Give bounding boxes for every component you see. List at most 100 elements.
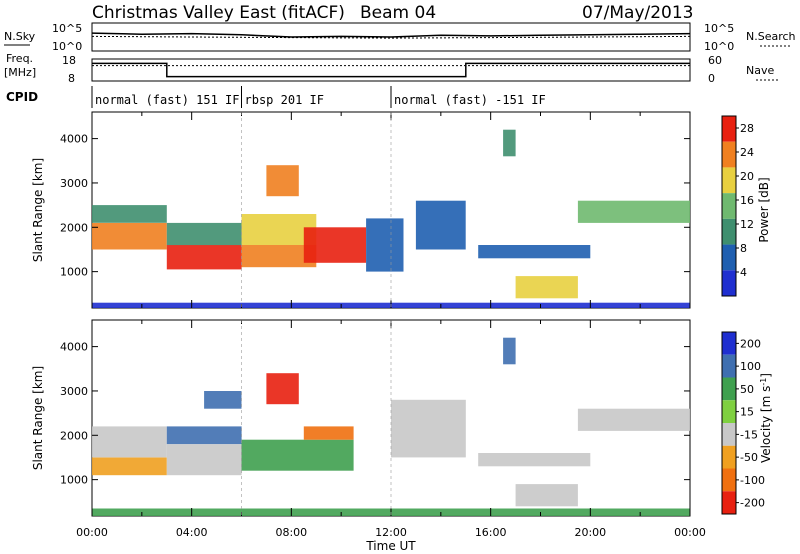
x-tick-label-3: 12:00 xyxy=(375,526,407,539)
freq-panel xyxy=(91,58,691,82)
velocity-cbar-frame xyxy=(721,331,737,515)
velocity-region-1 xyxy=(92,457,167,476)
velocity-ytick-label-0: 1000 xyxy=(60,474,88,487)
velocity-label-close: ] xyxy=(759,373,773,378)
velocity-axes: 1000 2000 3000 4000 xyxy=(60,320,691,516)
velocity-region-7 xyxy=(204,391,242,409)
noise-lines xyxy=(91,32,691,39)
velocity-region-3 xyxy=(166,426,242,445)
power-region-8 xyxy=(366,218,404,272)
velocity-cbar-band-7 xyxy=(722,491,736,514)
cpid-modes: normal (fast) 151 IF rbsp 201 IF normal (f… xyxy=(91,86,546,108)
power-cbar-band-1 xyxy=(722,141,736,168)
velocity-region-10 xyxy=(515,484,578,507)
power-cbar-band-3 xyxy=(722,193,736,219)
power-axes: 1000 2000 3000 4000 xyxy=(60,112,691,308)
velocity-colorbar: 200 100 50 15 -15 -50 -100 -200 xyxy=(721,331,765,515)
velocity-cbar-tick-label-4: -15 xyxy=(740,428,758,441)
date-label: 07/May/2013 xyxy=(582,3,694,23)
velocity-label-exp: -1 xyxy=(759,378,768,386)
noise-panel xyxy=(91,22,691,52)
velocity-cbar-band-6 xyxy=(722,468,736,492)
power-region-11 xyxy=(515,276,578,299)
x-tick-label-2: 08:00 xyxy=(275,526,307,539)
power-region-6 xyxy=(266,165,299,197)
power-cbar-tick-label-5: 24 xyxy=(740,146,754,159)
power-cbar-band-4 xyxy=(722,218,736,245)
velocity-cbar-tick-label-5: -50 xyxy=(740,451,758,464)
power-cbar-tick-label-2: 12 xyxy=(740,218,754,231)
power-cbar-tick-label-4: 20 xyxy=(740,170,754,183)
power-region-13 xyxy=(503,129,516,157)
power-cbar-frame xyxy=(721,115,737,297)
velocity-region-4 xyxy=(241,439,354,471)
velocity-region-5 xyxy=(266,373,299,405)
noise-right-tick-top: 10^5 xyxy=(704,22,734,35)
noise-left-tick-bottom: 10^0 xyxy=(52,40,82,53)
velocity-cbar-band-5 xyxy=(722,445,736,469)
velocity-cbar-band-1 xyxy=(722,354,736,378)
velocity-cbar-band-4 xyxy=(722,423,736,446)
power-region-5 xyxy=(241,245,317,268)
x-tick-label-1: 04:00 xyxy=(176,526,208,539)
x-tick-label-0: 00:00 xyxy=(76,526,108,539)
power-cbar-band-5 xyxy=(722,244,736,271)
velocity-label-main: Velocity [m s xyxy=(759,386,773,463)
x-tick-label-4: 16:00 xyxy=(475,526,507,539)
velocity-region-12 xyxy=(503,337,516,365)
velocity-colorbar-label: Velocity [m s-1] xyxy=(759,373,773,463)
power-ytick-label-0: 1000 xyxy=(60,266,88,279)
velocity-cbar-tick-label-3: 15 xyxy=(740,406,754,419)
nave-label: Nave xyxy=(746,64,774,77)
power-ytick-label-3: 4000 xyxy=(60,133,88,146)
mode-label-1: rbsp 201 IF xyxy=(245,93,324,107)
cpid-label: CPID xyxy=(6,90,38,104)
mode-label-0: normal (fast) 151 IF xyxy=(95,93,240,107)
power-colorbar: 4 8 12 16 20 24 28 xyxy=(721,115,754,297)
power-cbar-tick-label-1: 8 xyxy=(740,242,747,255)
velocity-cbar-band-0 xyxy=(722,332,736,355)
freq-label: Freq. xyxy=(6,52,33,65)
power-ylabel: Slant Range [km] xyxy=(31,158,45,262)
power-region-10 xyxy=(478,245,591,259)
x-axis-label: Time UT xyxy=(365,539,416,553)
power-region-9 xyxy=(415,200,466,250)
freq-series-0 xyxy=(92,62,690,78)
power-ytick-label-2: 3000 xyxy=(60,177,88,190)
power-cbar-tick-label-3: 16 xyxy=(740,194,754,207)
velocity-region-6 xyxy=(303,426,354,440)
velocity-ytick-label-3: 4000 xyxy=(60,341,88,354)
x-tick-labels: 00:00 04:00 08:00 12:00 16:00 20:00 00:00 xyxy=(76,526,706,539)
velocity-cbar-band-3 xyxy=(722,400,736,423)
power-region-2 xyxy=(166,245,242,270)
station-title: Christmas Valley East (fitACF) xyxy=(92,3,345,23)
power-cbar-band-6 xyxy=(722,270,736,296)
velocity-cbar-tick-label-6: -100 xyxy=(740,474,765,487)
power-region-7 xyxy=(303,227,367,263)
power-ytick-label-1: 2000 xyxy=(60,221,88,234)
noise-right-tick-bottom: 10^0 xyxy=(704,40,734,53)
power-cbar-band-2 xyxy=(722,167,736,194)
velocity-region-11 xyxy=(577,408,690,431)
velocity-region-0 xyxy=(92,426,167,458)
velocity-ytick-label-2: 3000 xyxy=(60,385,88,398)
noise-series-0 xyxy=(91,32,691,38)
nsearch-label: N.Search xyxy=(746,30,796,43)
x-tick-label-6: 00:00 xyxy=(674,526,706,539)
power-colorbar-label: Power [dB] xyxy=(757,177,771,242)
velocity-ytick-label-1: 2000 xyxy=(60,429,88,442)
freq-left-tick-top: 18 xyxy=(62,54,76,67)
velocity-region-2 xyxy=(166,444,242,476)
freq-unit-label: [MHz] xyxy=(4,66,36,79)
mode-label-2: normal (fast) -151 IF xyxy=(394,93,546,107)
freq-right-tick-bottom: 0 xyxy=(708,72,715,85)
velocity-region-9 xyxy=(478,453,591,467)
freq-lines xyxy=(92,62,690,78)
power-cbar-band-0 xyxy=(722,116,736,142)
velocity-region-8 xyxy=(391,399,466,458)
beam-label: Beam 04 xyxy=(360,3,436,23)
velocity-cbar-tick-label-2: 50 xyxy=(740,383,754,396)
power-cbar-tick-label-6: 28 xyxy=(740,122,754,135)
velocity-ylabel: Slant Range [km] xyxy=(31,366,45,470)
